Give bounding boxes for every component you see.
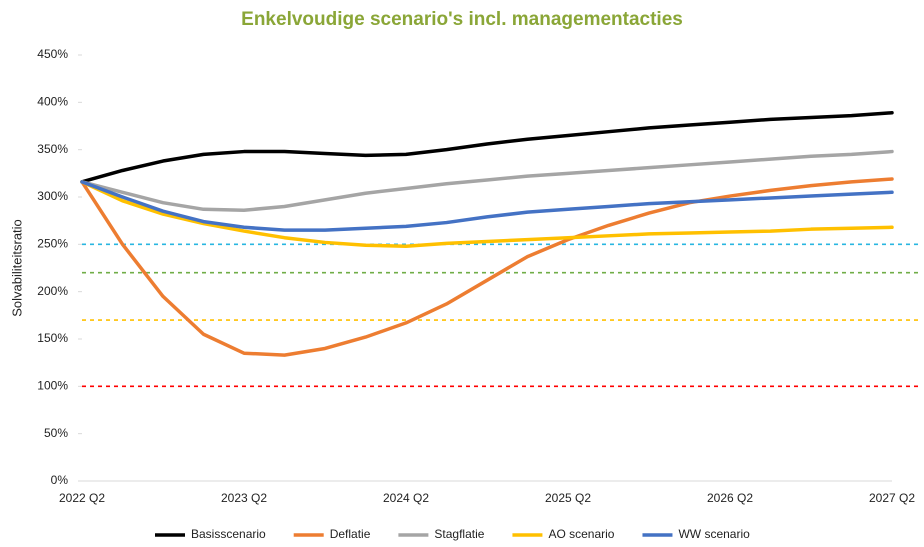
y-tick-label: 50% bbox=[44, 426, 68, 440]
y-tick-label: 300% bbox=[37, 189, 68, 203]
chart-title: Enkelvoudige scenario's incl. management… bbox=[241, 9, 683, 30]
y-tick-label: 200% bbox=[37, 284, 68, 298]
legend-label: WW scenario bbox=[678, 527, 750, 541]
y-tick-label: 100% bbox=[37, 379, 68, 393]
x-tick-label: 2024 Q2 bbox=[383, 491, 429, 505]
y-tick-label: 0% bbox=[51, 473, 69, 487]
x-tick-label: 2022 Q2 bbox=[59, 491, 105, 505]
x-tick-label: 2027 Q2 bbox=[869, 491, 915, 505]
legend-label: Stagflatie bbox=[434, 527, 484, 541]
y-tick-label: 350% bbox=[37, 142, 68, 156]
legend-label: Deflatie bbox=[330, 527, 371, 541]
series-line bbox=[80, 149, 894, 213]
x-tick-label: 2023 Q2 bbox=[221, 491, 267, 505]
y-tick-label: 400% bbox=[37, 95, 68, 109]
series-line bbox=[80, 177, 894, 357]
y-tick-label: 250% bbox=[37, 237, 68, 251]
series-line bbox=[80, 110, 894, 184]
x-tick-label: 2026 Q2 bbox=[707, 491, 753, 505]
legend-label: Basisscenario bbox=[191, 527, 266, 541]
legend-label: AO scenario bbox=[548, 527, 614, 541]
x-tick-label: 2025 Q2 bbox=[545, 491, 591, 505]
y-tick-label: 450% bbox=[37, 47, 68, 61]
y-tick-label: 150% bbox=[37, 331, 68, 345]
series-line bbox=[80, 180, 894, 248]
y-axis-label: Solvabiliteitsratio bbox=[9, 219, 24, 317]
series-line bbox=[80, 180, 894, 232]
